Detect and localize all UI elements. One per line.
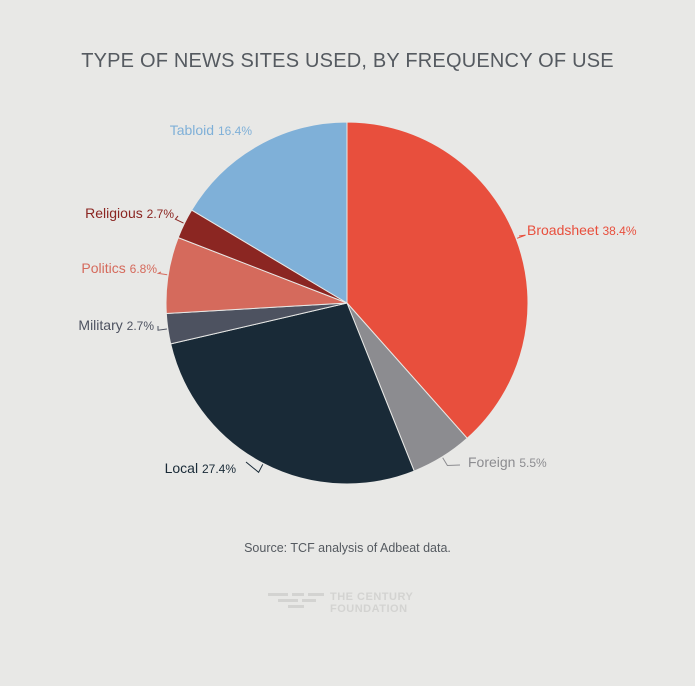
slice-label-name: Military: [78, 317, 126, 333]
pie-slice-local: [170, 302, 415, 485]
logo-line-2: FOUNDATION: [330, 603, 408, 615]
source-note: Source: TCF analysis of Adbeat data.: [244, 541, 451, 555]
leader-line-foreign: [442, 457, 461, 467]
slice-label-broadsheet: Broadsheet 38.4%: [527, 222, 637, 238]
slice-label-name: Tabloid: [170, 122, 218, 138]
leader-line-politics: [156, 271, 168, 276]
leader-line-broadsheet: [516, 234, 526, 239]
slice-label-politics: Politics 6.8%: [81, 260, 157, 276]
slice-label-local: Local 27.4%: [165, 460, 237, 476]
slice-label-value: 27.4%: [202, 462, 236, 476]
slice-label-value: 5.5%: [519, 456, 547, 470]
slice-label-foreign: Foreign 5.5%: [468, 454, 547, 470]
leader-lines: [156, 215, 526, 474]
logo-line-1: THE CENTURY: [330, 591, 414, 603]
leader-line-local: [245, 461, 264, 474]
leader-line-religious: [174, 215, 184, 224]
logo-mark-icon: [268, 593, 324, 608]
leader-line-military: [157, 326, 167, 331]
slice-label-name: Broadsheet: [527, 222, 603, 238]
slice-label-value: 16.4%: [218, 124, 252, 138]
pie-slice-broadsheet: [346, 121, 529, 440]
slice-label-name: Politics: [81, 260, 129, 276]
chart-title: TYPE OF NEWS SITES USED, BY FREQUENCY OF…: [81, 50, 614, 72]
pie-slices: [165, 121, 529, 485]
slice-label-name: Local: [165, 460, 202, 476]
slice-label-value: 2.7%: [127, 319, 155, 333]
slice-label-value: 38.4%: [603, 224, 637, 238]
century-foundation-logo: THE CENTURY FOUNDATION: [268, 591, 428, 619]
slice-labels: Broadsheet 38.4% Foreign 5.5% Local 27.4% M…: [78, 122, 636, 476]
slice-label-tabloid: Tabloid 16.4%: [170, 122, 253, 138]
slice-label-name: Foreign: [468, 454, 519, 470]
slice-label-value: 2.7%: [147, 207, 175, 221]
pie-slice-tabloid: [191, 121, 348, 304]
slice-label-religious: Religious 2.7%: [85, 205, 174, 221]
slice-label-name: Religious: [85, 205, 146, 221]
slice-label-value: 6.8%: [130, 262, 158, 276]
slice-label-military: Military 2.7%: [78, 317, 154, 333]
